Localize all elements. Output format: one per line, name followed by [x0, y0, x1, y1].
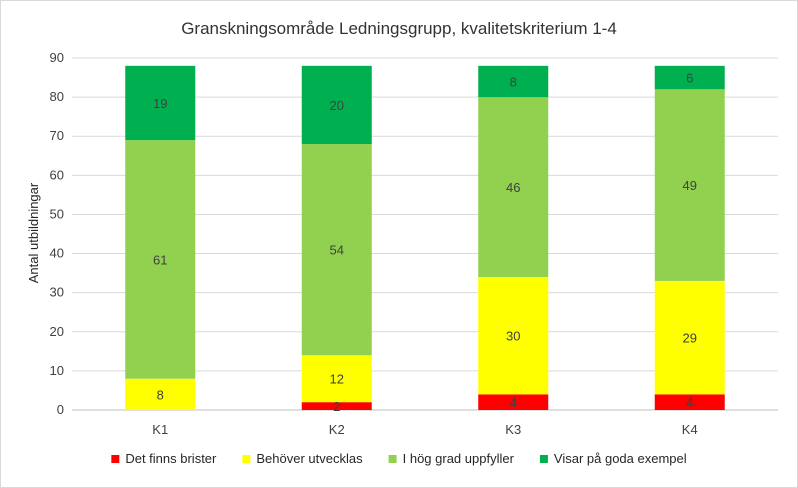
data-label: 20: [330, 98, 344, 113]
legend-label: Visar på goda exempel: [554, 451, 687, 466]
x-axis-ticks: K1 K2 K3 K4: [152, 422, 697, 437]
x-tick-label: K3: [505, 422, 521, 437]
bar-segment: [654, 394, 725, 410]
x-tick-label: K2: [329, 422, 345, 437]
bar-segment: [125, 140, 196, 379]
data-label: 2: [333, 399, 340, 414]
bar-segment: [301, 402, 372, 410]
y-tick-label: 90: [50, 50, 64, 65]
chart-title: Granskningsområde Ledningsgrupp, kvalite…: [181, 19, 617, 38]
data-label: 29: [683, 331, 697, 346]
bar-segment: [125, 65, 196, 141]
data-label: 4: [510, 395, 517, 410]
legend-swatch: [111, 455, 120, 463]
bar-segment: [301, 65, 372, 145]
legend-swatch: [539, 455, 548, 463]
data-label: 12: [330, 372, 344, 387]
legend-label: I hög grad uppfyller: [403, 451, 515, 466]
y-tick-label: 50: [50, 206, 64, 221]
y-axis-ticks: 0 10 20 30 40 50 60 70 80 90: [50, 50, 64, 417]
bars: [125, 65, 725, 410]
data-label: 30: [506, 329, 520, 344]
data-labels: 8 61 19 2 12 54 20 4 30 46 8 4 29 49 6: [153, 71, 697, 415]
bar-segment: [654, 280, 725, 395]
bar-segment: [654, 65, 725, 90]
data-label: 4: [686, 395, 693, 410]
data-label: 49: [683, 178, 697, 193]
legend-swatch: [388, 455, 397, 463]
x-tick-label: K1: [152, 422, 168, 437]
y-tick-label: 70: [50, 128, 64, 143]
y-tick-label: 40: [50, 246, 64, 261]
bar-segment: [301, 355, 372, 403]
y-tick-label: 80: [50, 89, 64, 104]
bar-segment: [478, 65, 549, 98]
bar-segment: [478, 97, 549, 278]
y-tick-label: 10: [50, 363, 64, 378]
legend-item: Visar på goda exempel: [539, 451, 687, 466]
legend-item: I hög grad uppfyller: [388, 451, 515, 466]
legend-item: Det finns brister: [111, 451, 217, 466]
y-tick-label: 20: [50, 324, 64, 339]
x-tick-label: K4: [682, 422, 698, 437]
legend-item: Behöver utvecklas: [242, 451, 363, 466]
data-label: 8: [510, 74, 517, 89]
y-tick-label: 30: [50, 285, 64, 300]
bar-segment: [654, 89, 725, 281]
data-label: 61: [153, 252, 167, 267]
data-label: 19: [153, 96, 167, 111]
data-label: 6: [686, 71, 693, 86]
y-axis-label: Antal utbildningar: [26, 182, 41, 283]
legend-swatch: [242, 455, 251, 463]
legend-label: Behöver utvecklas: [256, 451, 363, 466]
data-label: 54: [330, 243, 344, 258]
legend: Det finns brister Behöver utvecklas I hög …: [111, 451, 687, 466]
bar-segment: [125, 378, 196, 410]
data-label: 46: [506, 180, 520, 195]
legend-label: Det finns brister: [125, 451, 217, 466]
bar-segment: [478, 394, 549, 410]
bar-segment: [301, 144, 372, 356]
y-tick-label: 0: [57, 402, 64, 417]
data-label: 8: [157, 387, 164, 402]
bar-segment: [478, 277, 549, 395]
y-tick-label: 60: [50, 167, 64, 182]
